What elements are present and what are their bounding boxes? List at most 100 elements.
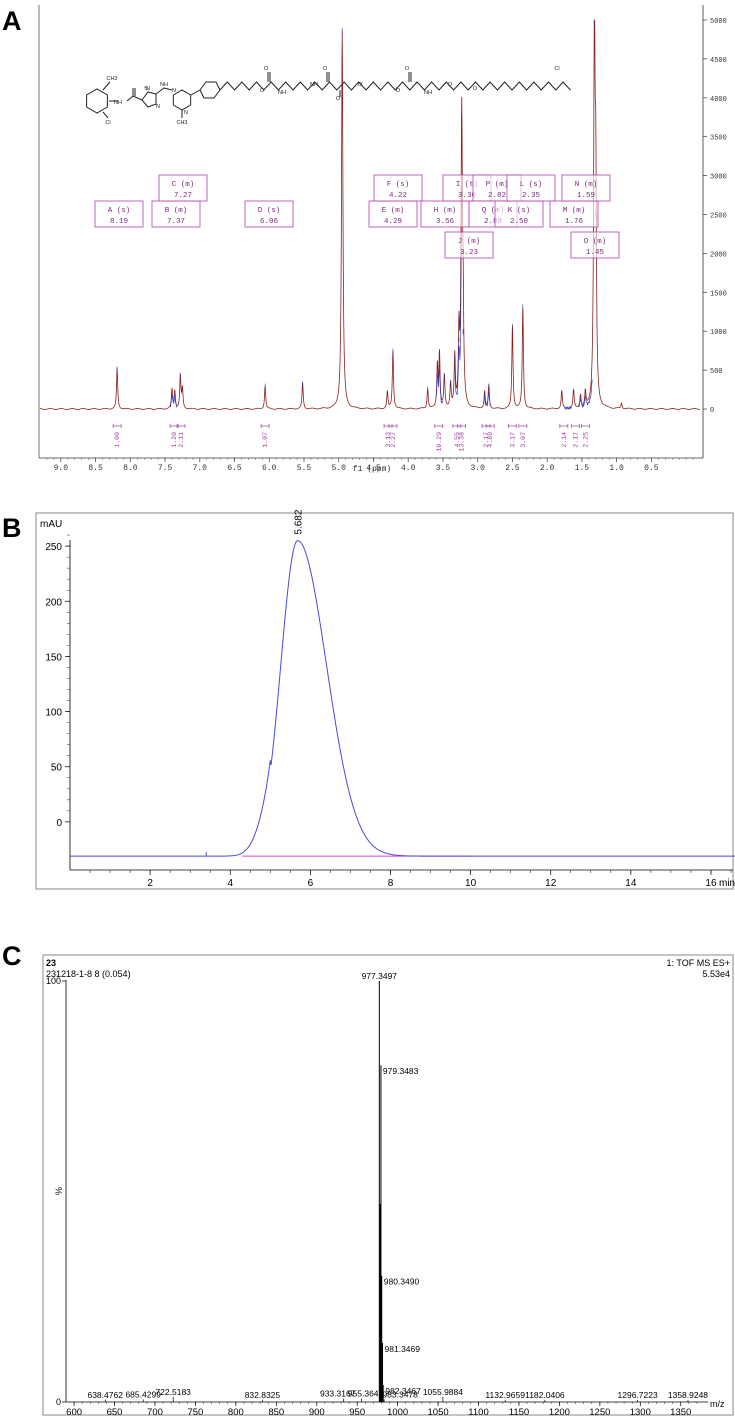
hplc-x-tick-label: 10 [465,878,477,889]
nmr-peak-label-frame [549,200,599,228]
nmr-peak-label-box: D (s) 6.06 [244,200,294,228]
nmr-x-tick-label: 4.5 [366,464,381,473]
nmr-x-tick-label: 4.0 [401,464,416,473]
ms-peak-label: 983.3478 [382,1389,418,1399]
nmr-peak-label-name: I (t) [456,181,479,189]
hplc-y-tick-label: 250 [45,542,62,553]
ms-peak-label: 1132.9659 [485,1390,525,1400]
nmr-peak-label-box: H (m) 3.56 [420,200,470,228]
nmr-peak-label-value: 1.45 [586,249,605,257]
structure-atom-label: NH [114,100,122,106]
structure-atom-label: N [184,110,188,116]
hplc-x-tick-label: 4 [227,878,233,889]
nmr-integral-value: 1.20 [171,432,178,448]
nmr-peak-label-box: A (s) 8.19 [94,200,144,228]
ms-peak-label: 980.3490 [384,1277,420,1287]
nmr-integral-value: 10.29 [436,432,443,452]
nmr-y-tick-label: 2500 [710,213,727,221]
structure-atom-label: O [396,88,401,94]
structure-ring [199,81,221,99]
nmr-peak-label-frame [158,174,208,202]
nmr-peak-label-box: M (m) 1.76 [549,200,599,228]
nmr-integral-value: 3.17 [509,432,516,448]
ms-x-tick-label: 600 [66,1407,82,1418]
ms-peak-label: 979.3483 [383,1066,419,1076]
nmr-peak-label-frame [561,174,611,202]
ms-y-tick-label: 0 [56,1397,61,1407]
nmr-integral-value: 2.25 [582,432,589,448]
nmr-integral-value: 2.14 [561,432,568,448]
nmr-peak-label-value: 2.35 [522,192,541,200]
nmr-y-tick-label: 4500 [710,57,727,65]
hplc-axes: 2 4 6 8 10 12 14 16 0 50 100 150 200 250 [45,534,733,889]
ms-x-tick-label: 1000 [387,1407,408,1418]
structure-atom-label: Cl [554,66,559,72]
hplc-chromatogram-panel: 2 4 6 8 10 12 14 16 0 50 100 150 200 250 mAU min 5.68… [35,509,735,890]
nmr-peak-label-box: C (m) 7.27 [158,174,208,202]
ms-trace: 977.3497 979.3483 980.3490 981.3469 982.3467… [87,971,708,1402]
structure-atom-label: NH [160,82,168,88]
ms-x-tick-label: 1300 [630,1407,651,1418]
nmr-peak-label-name: B (m) [165,207,188,215]
nmr-x-tick-label: 8.5 [88,464,103,473]
ms-peak-label: 933.3167 [320,1389,356,1399]
structure-atom-label: O [473,86,478,92]
nmr-axes: 9.0 8.5 8.0 7.5 7.0 6.5 6.0 5.5 5.0 4.5 4.0 3.5 3.0 2… [38,5,727,473]
ms-intensity: 5.53e4 [702,969,730,979]
ms-peak-label: 955.3645 [348,1389,384,1399]
ms-y-tick-label: 100 [46,976,61,986]
nmr-peak-label-box: O (m) 1.45 [570,231,620,259]
nmr-y-tick-label: 5000 [710,18,727,26]
nmr-peak-label-name: O (m) [584,238,607,246]
ms-x-axis-label: m/z [710,1399,725,1409]
nmr-x-tick-label: 1.0 [609,464,624,473]
hplc-x-tick-label: 6 [308,878,314,889]
nmr-peak-label-frame [368,200,418,228]
hplc-x-tick-label: 8 [388,878,394,889]
structure-atom-label: NH [278,90,286,96]
ms-x-tick-label: 800 [228,1407,244,1418]
nmr-x-tick-label: 6.5 [227,464,242,473]
nmr-peak-label-name: Q (m) [482,207,505,215]
ms-frame [42,954,734,1416]
ms-x-tick-label: 850 [268,1407,284,1418]
hplc-y-tick-label: 0 [56,818,62,829]
nmr-peak-label-value: 1.76 [565,218,584,226]
nmr-peak-label-frame [244,200,294,228]
ms-peak-label: 638.4762 [87,1390,123,1400]
nmr-multiplet-overlay [483,391,491,407]
nmr-multiplet-overlay [564,406,572,411]
hplc-x-tick-label: 16 [705,878,717,889]
nmr-multiplet-overlay [169,394,178,408]
ms-x-tick-label: 1250 [589,1407,610,1418]
nmr-x-tick-label: 9.0 [54,464,69,473]
nmr-peak-label-value: 1.59 [577,192,595,200]
nmr-peak-label-box: K (s) 2.50 [494,200,544,228]
hplc-trace [70,540,735,857]
hplc-x-axis-label: min [719,878,735,889]
ms-x-tick-label: 700 [147,1407,163,1418]
nmr-x-tick-label: 8.0 [123,464,138,473]
structure-atom-label: N [172,88,176,94]
nmr-peak-labels: A (s) 8.19 B (m) 7.37 C (m) 7.27 D (s) 6.06 E (m… [94,174,620,259]
nmr-peak-label-value: 3.30 [458,192,477,200]
nmr-multiplet-overlay [454,186,462,396]
nmr-peak-label-frame [444,231,494,259]
nmr-multiplet-overlay [578,396,586,409]
structure-bond [163,87,173,91]
nmr-x-tick-label: 0.5 [644,464,659,473]
nmr-x-tick-label: 5.0 [332,464,347,473]
structure-atom-label: O [405,66,410,72]
structure-atom-label: S [144,86,148,92]
nmr-integral-value: 1.00 [114,432,121,448]
nmr-integral-value: 4.55 [454,432,461,448]
nmr-peak-label-name: K (s) [508,207,531,215]
hplc-x-tick-label: 2 [147,878,153,889]
nmr-peak-label-value: 4.22 [389,192,407,200]
structure-atom-label: O [358,82,363,88]
nmr-y-tick-label: 1000 [710,329,727,337]
nmr-integral-value: 2.27 [390,432,397,448]
ms-x-tick-label: 650 [107,1407,123,1418]
hplc-trace-line [70,540,735,857]
